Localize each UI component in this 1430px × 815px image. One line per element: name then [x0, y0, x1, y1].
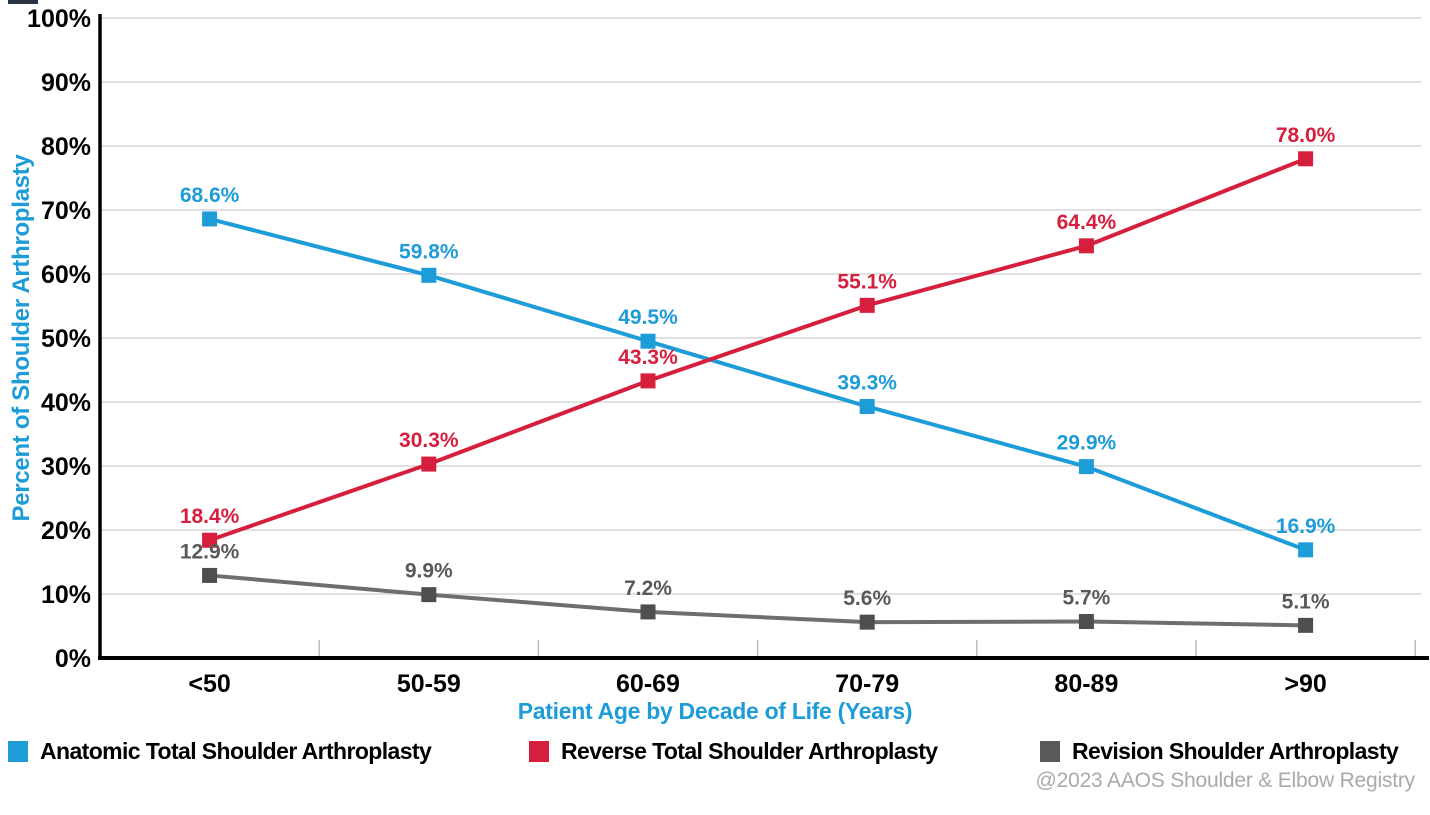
data-point-label: 5.6%	[843, 587, 891, 610]
data-point-marker	[1078, 238, 1094, 254]
data-point-label: 39.3%	[837, 371, 897, 394]
y-axis-tick-label: 60%	[41, 261, 91, 289]
y-axis-tick-label: 70%	[41, 197, 91, 225]
series-line-1	[207, 156, 1308, 543]
y-axis-tick-label: 90%	[41, 69, 91, 97]
data-point-label: 59.8%	[399, 240, 459, 263]
series-line-2	[207, 573, 1308, 628]
legend-label-anatomic: Anatomic Total Shoulder Arthroplasty	[40, 738, 432, 764]
data-point-marker	[1078, 459, 1094, 475]
x-axis-category-label: 60-69	[616, 670, 680, 698]
data-point-marker	[202, 567, 218, 583]
y-axis-tick-label: 0%	[55, 645, 91, 673]
data-point-label: 64.4%	[1057, 211, 1117, 234]
data-point-marker	[859, 614, 875, 630]
data-point-label: 43.3%	[618, 346, 678, 369]
data-point-label: 9.9%	[405, 560, 453, 583]
legend-swatch-reverse	[529, 741, 549, 762]
data-point-label: 29.9%	[1057, 432, 1117, 455]
data-point-label: 18.4%	[180, 505, 240, 528]
data-point-marker	[1298, 151, 1314, 167]
data-point-label: 30.3%	[399, 429, 459, 452]
y-axis-tick-label: 100%	[27, 5, 91, 33]
attribution-text: @2023 AAOS Shoulder & Elbow Registry	[1035, 769, 1416, 792]
x-axis-category-label: 50-59	[397, 670, 461, 698]
data-point-marker	[640, 373, 656, 389]
y-axis-tick-label: 50%	[41, 325, 91, 353]
y-axis-tick-label: 40%	[41, 389, 91, 417]
data-point-marker	[859, 297, 875, 313]
cropped-artifact	[8, 0, 38, 4]
legend-item-reverse: Reverse Total Shoulder Arthroplasty	[529, 738, 938, 765]
legend-swatch-anatomic	[8, 741, 28, 762]
data-point-label: 49.5%	[618, 306, 678, 329]
data-point-label: 5.1%	[1282, 590, 1330, 613]
data-point-label: 16.9%	[1276, 515, 1336, 538]
legend-label-revision: Revision Shoulder Arthroplasty	[1072, 738, 1399, 764]
y-axis-tick-label: 20%	[41, 517, 91, 545]
data-point-marker	[202, 211, 218, 227]
data-point-marker	[1298, 542, 1314, 558]
legend-item-anatomic: Anatomic Total Shoulder Arthroplasty	[8, 738, 432, 765]
line-chart-plot: 0% 10% 20% 30% 40% 50% 60% 70% 80% 90% 100% <50 50-5…	[27, 5, 1429, 698]
data-point-marker	[1078, 614, 1094, 630]
y-axis-tick-label: 80%	[41, 133, 91, 161]
legend-label-reverse: Reverse Total Shoulder Arthroplasty	[561, 738, 938, 764]
data-point-marker	[640, 604, 656, 620]
x-axis-category-label: 80-89	[1054, 670, 1118, 698]
x-axis-category-label: 70-79	[835, 670, 899, 698]
y-axis-tick-label: 10%	[41, 581, 91, 609]
data-point-marker	[202, 532, 218, 548]
data-point-marker	[1298, 617, 1314, 633]
data-point-label: 5.7%	[1062, 587, 1110, 610]
data-point-label: 78.0%	[1276, 124, 1336, 147]
x-axis-title: Patient Age by Decade of Life (Years)	[517, 698, 913, 724]
data-point-label: 7.2%	[624, 577, 672, 600]
x-axis-category-label: <50	[188, 670, 230, 698]
data-point-marker	[421, 267, 437, 283]
series-line-0	[207, 216, 1308, 552]
y-axis-title: Percent of Shoulder Arthroplasty	[8, 154, 35, 522]
data-point-marker	[640, 333, 656, 349]
data-point-marker	[421, 587, 437, 603]
x-axis-category-label: >90	[1284, 670, 1326, 698]
data-point-label: 12.9%	[180, 540, 240, 563]
legend-swatch-revision	[1040, 741, 1060, 762]
y-axis-tick-label: 30%	[41, 453, 91, 481]
data-point-marker	[421, 456, 437, 472]
data-point-label: 68.6%	[180, 184, 240, 207]
legend-item-revision: Revision Shoulder Arthroplasty	[1040, 738, 1399, 765]
data-point-label: 55.1%	[837, 270, 897, 293]
data-point-marker	[859, 398, 875, 414]
